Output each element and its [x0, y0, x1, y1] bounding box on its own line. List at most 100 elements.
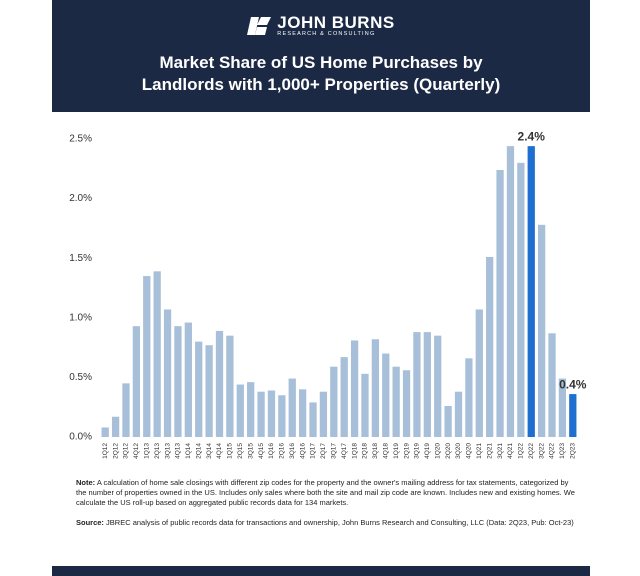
y-tick-label: 0.0% [69, 432, 92, 443]
bar [163, 309, 172, 437]
chart-title: Market Share of US Home Purchases by Lan… [52, 52, 590, 96]
x-tick-label: 4Q15 [258, 443, 265, 459]
x-tick-label: 2Q19 [403, 443, 410, 459]
source-text: JBREC analysis of public records data fo… [106, 518, 574, 527]
x-tick-label: 1Q17 [310, 443, 317, 459]
x-tick-label: 4Q12 [133, 443, 140, 459]
x-tick-label: 1Q20 [434, 443, 441, 459]
x-tick-label: 4Q19 [424, 443, 431, 459]
bar [236, 384, 244, 437]
x-tick-label: 2Q23 [570, 443, 577, 459]
bar [174, 326, 182, 437]
bar [143, 276, 151, 437]
bar [132, 326, 141, 437]
x-tick-label: 4Q13 [175, 443, 182, 459]
bar [288, 378, 296, 437]
brand-tagline: RESEARCH & CONSULTING [277, 31, 376, 37]
x-tick-label: 4Q18 [382, 443, 389, 459]
y-tick-label: 1.5% [69, 253, 92, 264]
x-tick-label: 1Q13 [143, 443, 150, 459]
logo: JOHN BURNS RESEARCH & CONSULTING [52, 14, 590, 38]
y-tick-label: 2.5% [69, 134, 92, 145]
x-tick-label: 3Q12 [123, 443, 130, 459]
bar [465, 358, 473, 437]
y-tick-label: 1.0% [69, 312, 92, 323]
bar [247, 382, 255, 437]
bar [195, 341, 203, 437]
bar [486, 257, 494, 437]
bar [278, 395, 286, 437]
x-tick-label: 3Q16 [289, 443, 296, 459]
bar [371, 339, 380, 437]
bar [382, 353, 390, 437]
x-tick-label: 4Q17 [341, 443, 348, 459]
bar [475, 309, 483, 437]
x-tick-label: 1Q12 [102, 443, 109, 459]
bar [319, 391, 328, 437]
data-label: 0.4% [559, 377, 587, 391]
x-tick-label: 3Q21 [497, 443, 504, 459]
x-tick-label: 4Q20 [466, 443, 473, 459]
x-tick-label: 3Q19 [414, 443, 421, 459]
bar [309, 402, 317, 437]
bar [558, 378, 567, 437]
notes: Note: A calculation of home sale closing… [76, 478, 576, 538]
y-tick-label: 0.5% [69, 372, 92, 383]
note-label: Note: [76, 478, 96, 487]
bar [506, 146, 515, 437]
x-tick-label: 2Q13 [154, 443, 161, 459]
bar [548, 333, 556, 437]
bar [423, 332, 431, 437]
bar [537, 224, 546, 437]
bar [340, 357, 348, 437]
x-tick-label: 3Q13 [164, 443, 171, 459]
bar [496, 169, 504, 437]
x-tick-label: 1Q22 [518, 443, 525, 459]
bar [111, 416, 120, 437]
bar [226, 335, 234, 437]
bar [444, 406, 452, 437]
bar [517, 162, 525, 437]
x-tick-label: 3Q22 [538, 443, 545, 459]
x-tick-label: 2Q21 [486, 443, 493, 459]
x-tick-label: 1Q19 [393, 443, 400, 459]
footer-band [52, 566, 590, 576]
source: Source: JBREC analysis of public records… [76, 518, 576, 528]
x-tick-label: 1Q15 [227, 443, 234, 459]
x-tick-label: 3Q20 [455, 443, 462, 459]
x-tick-label: 2Q12 [112, 443, 119, 459]
note-text: A calculation of home sale closings with… [76, 478, 575, 507]
x-tick-label: 4Q21 [507, 443, 514, 459]
bar [413, 332, 421, 437]
x-tick-label: 1Q18 [351, 443, 358, 459]
x-tick-label: 4Q22 [549, 443, 556, 459]
bar [298, 389, 307, 437]
bar [569, 394, 577, 437]
x-tick-label: 1Q16 [268, 443, 275, 459]
bar [205, 345, 213, 437]
bar [402, 370, 411, 437]
x-tick-label: 3Q14 [206, 443, 213, 459]
bar [330, 366, 338, 437]
bar [361, 373, 369, 437]
x-tick-label: 1Q21 [476, 443, 483, 459]
x-tick-label: 4Q16 [299, 443, 306, 459]
bar [454, 391, 463, 437]
bar [184, 322, 192, 437]
bar [215, 330, 224, 437]
data-label: 2.4% [518, 129, 546, 143]
x-tick-label: 2Q22 [528, 443, 535, 459]
bar [527, 146, 535, 437]
source-label: Source: [76, 518, 104, 527]
title-line: Landlords with 1,000+ Properties (Quarte… [141, 75, 501, 94]
x-tick-label: 3Q15 [247, 443, 254, 459]
x-tick-label: 2Q18 [362, 443, 369, 459]
x-tick-label: 3Q17 [331, 443, 338, 459]
bar [101, 427, 109, 437]
x-tick-label: 3Q18 [372, 443, 379, 459]
title-line: Market Share of US Home Purchases by [159, 53, 483, 72]
bar [434, 335, 442, 437]
x-tick-label: 1Q23 [559, 443, 566, 459]
brand-name: JOHN BURNS [277, 13, 395, 32]
chart: 0.0% 0.5% 1.0% 1.5% 2.0% 2.5% 1Q12 2Q12 3Q12 4Q12… [69, 129, 587, 459]
